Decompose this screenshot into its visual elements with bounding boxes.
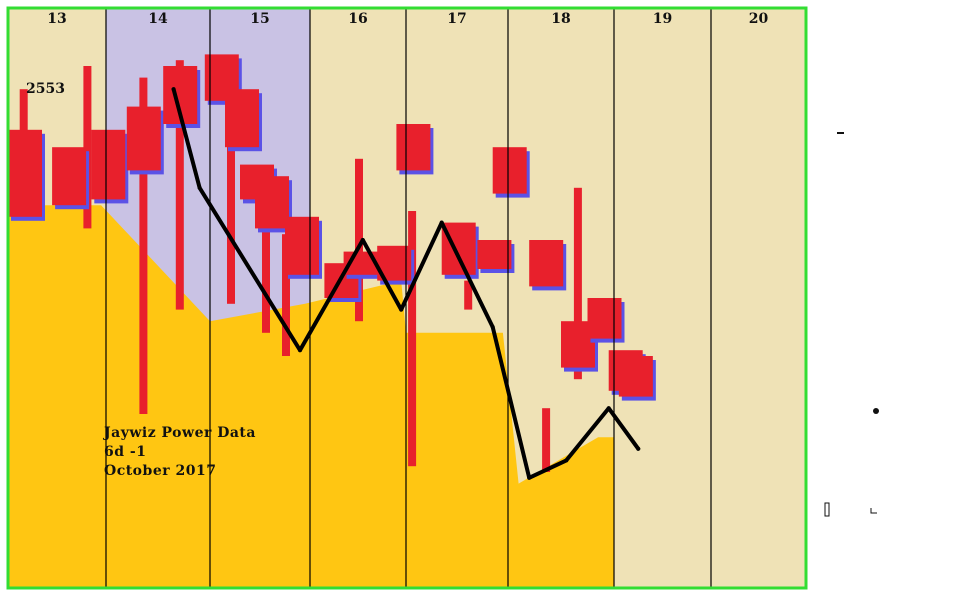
stray-dash-mark [837,132,844,134]
line-layer [171,87,641,480]
day-label-layer: 13 14 15 16 17 18 19 20 [47,11,768,27]
bar-mark-16 [492,147,527,194]
line-point-1 [197,185,202,190]
bar-mark-8 [255,176,289,229]
line-point-5 [439,220,444,225]
wick-mark-10 [542,408,551,472]
day-label-16: 16 [348,11,367,27]
day-label-15: 15 [250,11,269,27]
stray-corner-mark [870,508,877,514]
bar-mark-19 [587,298,622,339]
wick-mark-9 [464,280,473,310]
day-label-18: 18 [551,11,570,27]
line-point-3 [360,238,365,242]
area-fill [8,205,614,588]
line-point-2 [298,348,302,353]
line-point-10 [636,446,641,451]
line-point-8 [564,458,569,463]
wick-mark-6 [282,234,290,356]
bar-mark-3 [126,106,161,171]
bar-mark-2 [91,129,126,200]
wick-mark-8 [408,211,417,467]
caption-date: October 2017 [104,463,216,479]
line-point-6 [490,325,495,329]
wick-mark-11 [573,187,582,380]
day-label-13: 13 [47,11,66,27]
plot-frame [6,6,808,590]
day-label-17: 17 [447,11,466,27]
bar-mark-21 [618,356,653,397]
bar-mark-15 [477,240,512,269]
price-label: 2553 [26,81,65,97]
bar-mark-0 [8,129,42,217]
bar-mark-17 [529,240,564,287]
wick-mark-5 [262,228,270,333]
caption-period: 6d -1 [104,444,146,460]
line-point-7 [527,475,532,480]
wick-mark-2 [139,77,148,414]
bar-mark-1 [52,147,87,206]
caption-title: Jaywiz Power Data [102,425,256,441]
divider-layer [105,8,712,588]
bar-mark-6 [225,89,259,148]
wick-mark-3 [175,60,184,310]
stray-box-mark [824,502,830,517]
wick-mark-1 [83,66,92,229]
line-point-4 [399,307,404,312]
area-layer [8,205,614,588]
stray-dot-mark [873,408,879,414]
bar-mark-13 [396,124,431,171]
day-label-19: 19 [653,11,672,27]
wick-mark-4 [227,124,235,304]
line-point-0 [171,87,176,92]
line-point-9 [606,406,611,411]
bar-mark-9 [285,216,319,275]
day-label-14: 14 [148,11,168,27]
wick-mark-7 [355,158,363,322]
day-label-20: 20 [749,11,769,27]
